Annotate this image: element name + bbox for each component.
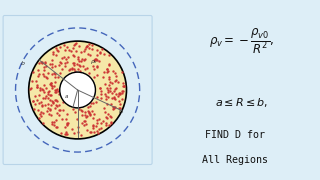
Text: $r_2$: $r_2$ — [118, 107, 124, 116]
Text: $a \leq R \leq b,$: $a \leq R \leq b,$ — [215, 96, 268, 109]
Text: $\rho_v = -\dfrac{\rho_{v0}}{R^2},$: $\rho_v = -\dfrac{\rho_{v0}}{R^2},$ — [209, 27, 275, 56]
Text: All Regions: All Regions — [202, 155, 268, 165]
Text: b: b — [21, 61, 25, 66]
Circle shape — [29, 41, 126, 139]
Text: FIND D for: FIND D for — [205, 130, 265, 140]
Text: a: a — [65, 94, 68, 99]
FancyBboxPatch shape — [3, 15, 152, 165]
Circle shape — [60, 72, 95, 108]
Text: $\rho_v$: $\rho_v$ — [90, 58, 99, 66]
